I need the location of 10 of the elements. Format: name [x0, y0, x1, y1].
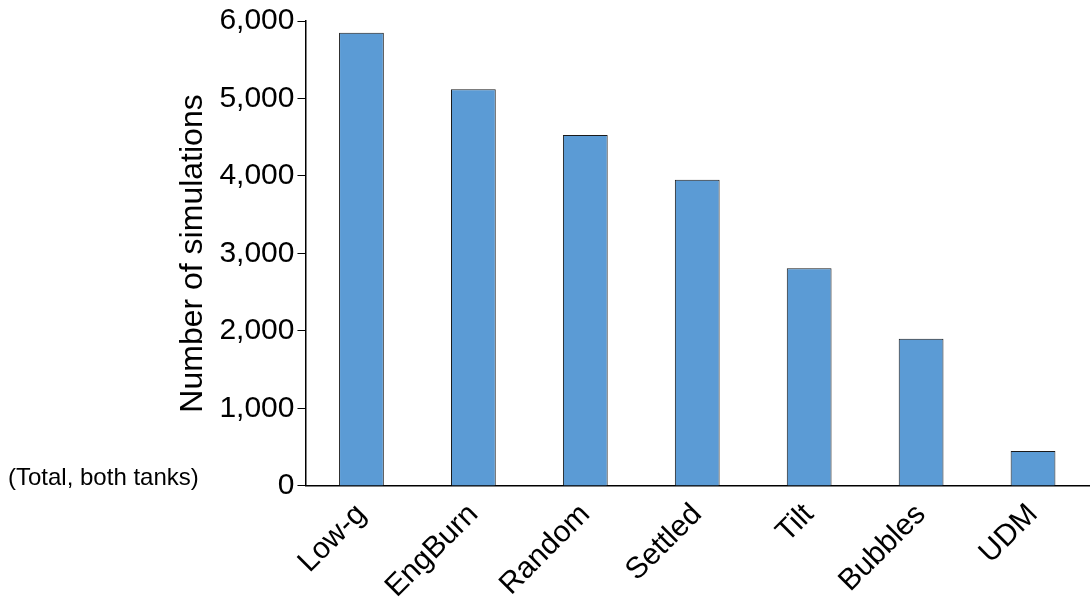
y-axis-title: Number of simulations — [173, 94, 210, 413]
y-tick-label: 3,000 — [219, 234, 295, 268]
y-tick-label: 0 — [277, 467, 295, 501]
y-tick-label: 5,000 — [219, 79, 295, 113]
y-tick-label: 1,000 — [219, 389, 295, 423]
y-tick-label: 6,000 — [219, 2, 295, 36]
text: (Total, both tanks) — [8, 462, 199, 490]
x-tick-label: Tilt — [768, 496, 820, 548]
y-tick-label: 4,000 — [219, 157, 295, 191]
y-tick-label: 2,000 — [219, 312, 295, 346]
